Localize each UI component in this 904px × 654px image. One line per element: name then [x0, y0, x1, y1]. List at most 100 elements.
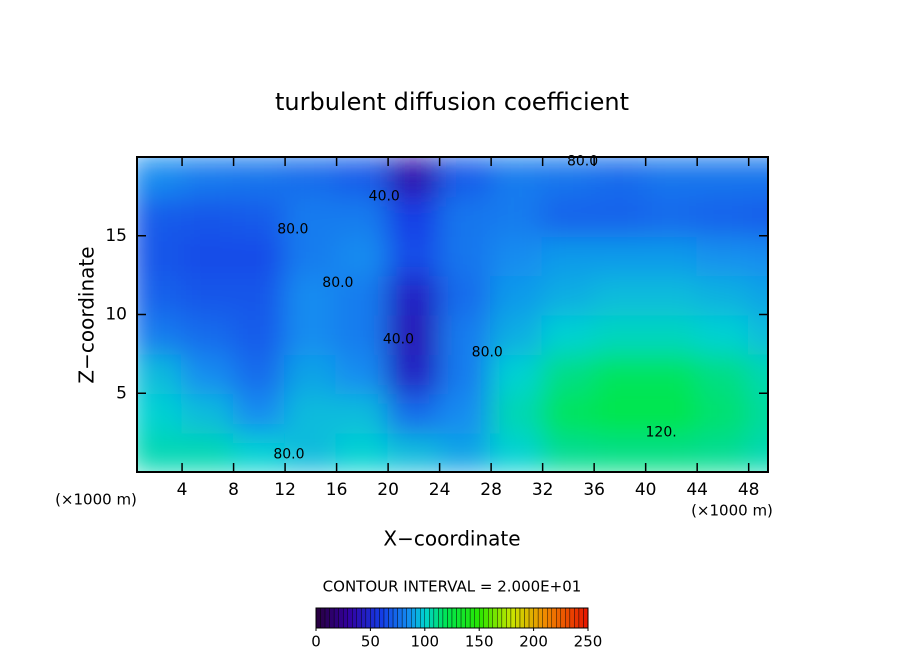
colorbar-swatch	[560, 607, 566, 629]
x-tick-label: 4	[177, 480, 188, 500]
colorbar-swatch	[374, 607, 380, 629]
field-cell	[593, 352, 647, 395]
field-cell	[541, 392, 596, 434]
field-cell	[181, 313, 235, 355]
colorbar-swatch	[474, 607, 480, 629]
field-cell	[181, 195, 235, 237]
field-cell	[747, 274, 768, 316]
field-cell	[541, 195, 596, 237]
colorbar-swatch	[456, 607, 462, 629]
colorbar-swatch	[433, 607, 439, 629]
field-cell	[335, 352, 390, 395]
colorbar-swatch	[401, 607, 407, 629]
colorbar-swatch	[501, 607, 507, 629]
colorbar-swatch	[574, 607, 580, 629]
field-cell	[232, 274, 287, 316]
field-cell	[747, 157, 768, 198]
colorbar-swatch	[565, 607, 571, 629]
colorbar-swatch	[365, 607, 371, 629]
colorbar-swatch	[556, 607, 561, 629]
field-cell	[335, 392, 390, 434]
colorbar-swatch	[320, 607, 326, 629]
x-tick-label: 40	[635, 480, 657, 500]
field-cell	[696, 195, 750, 237]
colorbar-swatch	[383, 607, 389, 629]
field-cell	[181, 234, 235, 277]
y-tick-label: 10	[105, 305, 127, 325]
field-cell	[335, 234, 390, 277]
contour-label: 80.0	[472, 344, 503, 360]
field-cell	[335, 313, 390, 355]
field-cell	[232, 195, 287, 237]
colorbar-swatch	[392, 607, 398, 629]
colorbar-swatch	[533, 607, 539, 629]
field-cell	[181, 352, 235, 395]
field-cell	[696, 274, 750, 316]
field-cell	[644, 157, 699, 198]
colorbar-swatch	[388, 607, 394, 629]
field-cell	[490, 195, 544, 237]
field-cell	[232, 431, 287, 472]
field-cell	[541, 431, 596, 472]
field-cell	[644, 274, 699, 316]
colorbar-swatch	[315, 607, 321, 629]
colorbar-swatch	[483, 607, 489, 629]
field-cell	[644, 234, 699, 277]
colorbar-swatch	[569, 607, 575, 629]
field-cell	[387, 431, 441, 472]
colorbar-swatch	[352, 607, 357, 629]
colorbar-swatch	[324, 607, 330, 629]
colorbar-swatch	[429, 607, 435, 629]
colorbar-swatch	[361, 607, 367, 629]
field-cell	[181, 392, 235, 434]
field-cell	[335, 431, 390, 472]
colorbar-tick-label: 100	[410, 633, 439, 651]
colorbar-swatch	[551, 607, 557, 629]
field-cell	[284, 352, 338, 395]
field-cell	[490, 352, 544, 395]
colorbar-tick-label: 150	[465, 633, 494, 651]
field-cell	[387, 157, 441, 198]
x-tick-label: 36	[583, 480, 605, 500]
y-tick-label: 5	[116, 383, 127, 403]
field-cell	[747, 313, 768, 355]
field-cell	[232, 157, 287, 198]
field-cell	[747, 234, 768, 277]
colorbar-swatch	[420, 607, 425, 629]
field-cell	[137, 352, 184, 395]
cells	[137, 157, 768, 472]
field-cell	[438, 274, 493, 316]
field-cell	[438, 431, 493, 472]
field-cell	[696, 431, 750, 472]
field-cell	[490, 274, 544, 316]
contour-label: 80.0	[567, 154, 598, 170]
field-cell	[644, 352, 699, 395]
colorbar-swatch	[460, 607, 466, 629]
field-cell	[747, 352, 768, 395]
field-cell	[232, 234, 287, 277]
field-cell	[541, 274, 596, 316]
field-cell	[232, 352, 287, 395]
colorbar-swatch	[415, 607, 421, 629]
colorbar-tick-label: 200	[519, 633, 548, 651]
field-cell	[284, 157, 338, 198]
field-cell	[747, 392, 768, 434]
field-cell	[593, 392, 647, 434]
field-cell	[335, 195, 390, 237]
x-tick-label: 20	[377, 480, 399, 500]
field-cell	[490, 313, 544, 355]
colorbar-swatch	[411, 607, 416, 629]
field-cell	[137, 195, 184, 237]
contour-label: 40.0	[383, 332, 414, 348]
field-cell	[438, 392, 493, 434]
colorbar-swatch	[528, 607, 534, 629]
x-unit: (×1000 m)	[691, 502, 773, 520]
colorbar-swatch	[379, 607, 385, 629]
field-cell	[387, 352, 441, 395]
colorbar-swatch	[447, 607, 453, 629]
field-cell	[490, 431, 544, 472]
field-cell	[181, 431, 235, 472]
field-cell	[490, 234, 544, 277]
colorbar-swatch	[451, 607, 457, 629]
field-cell	[747, 431, 768, 472]
